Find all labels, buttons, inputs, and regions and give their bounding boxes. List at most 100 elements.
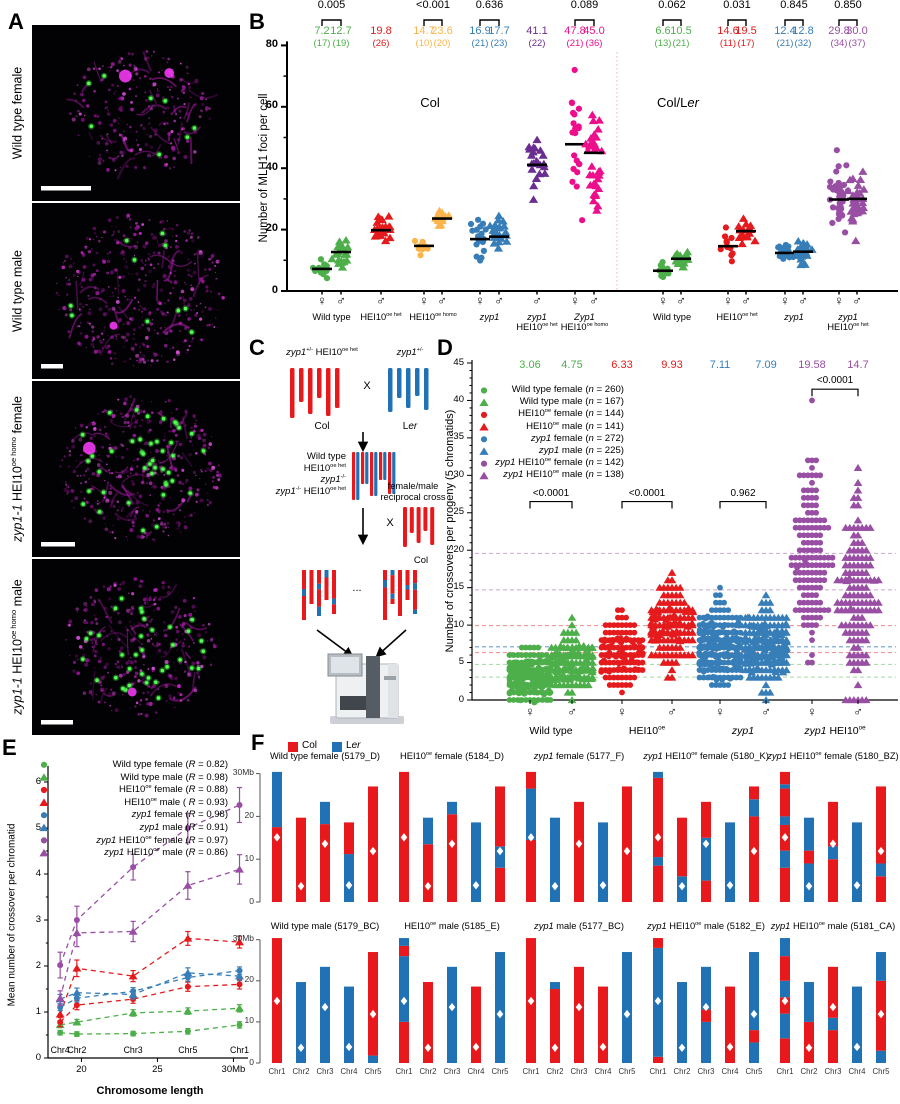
panel-f-plot [256, 742, 886, 1064]
f-chr-label: Chr5 [491, 1067, 509, 1076]
d-sex-symbol: ♂ [761, 704, 771, 719]
f-ytick-label: 20 [244, 809, 254, 820]
b-count: (17) [313, 38, 331, 49]
d-legend-item: zyp1 HEI10oe male (n = 138) [503, 469, 624, 481]
b-sex-symbol: ♀ [419, 293, 429, 308]
d-sex-symbol: ♂ [853, 704, 863, 719]
micrograph-1 [32, 25, 240, 201]
b-count: (32) [794, 38, 812, 49]
d-ytick-label: 35 [453, 431, 464, 443]
d-pvalue: <0.0001 [628, 487, 666, 499]
c-cross-2: X [386, 517, 394, 529]
b-genotype-label: HEI10oe het [516, 321, 558, 332]
d-genotype-label: HEI10oe [628, 724, 666, 737]
b-sex-symbol: ♀ [834, 293, 844, 308]
f-chr-label: Chr2 [292, 1067, 310, 1076]
b-genotype-label: zyp1 [527, 312, 547, 322]
d-mean-value: 7.09 [755, 359, 777, 371]
b-pvalue: 0.845 [780, 0, 808, 11]
c-parent1-ecotype: Col [314, 421, 330, 432]
d-mean-value: 14.7 [847, 359, 869, 371]
b-sex-symbol: ♀ [570, 293, 580, 308]
panel-letter-f: F [251, 730, 265, 755]
b-mean-value: 7.2 [314, 25, 330, 37]
d-ytick-label: 25 [453, 506, 464, 518]
b-ytick-label: 80 [265, 37, 278, 50]
f-chr-label: Chr3 [824, 1067, 842, 1076]
micrograph-label-3: zyp1-1 HEI10oe homo female [9, 396, 25, 542]
f-chart-title: zyp1 female (5177_F) [533, 751, 625, 761]
d-mean-value: 6.33 [611, 359, 633, 371]
d-mean-value: 19.58 [798, 359, 826, 371]
b-pvalue: 0.850 [834, 0, 862, 11]
d-legend-item: zyp1 HEI10oe female (n = 142) [495, 457, 624, 469]
scale-bar [41, 186, 91, 191]
b-mean-value: 23.6 [431, 25, 453, 37]
b-sex-symbol: ♂ [676, 293, 686, 308]
e-chr-label: Chr1 [229, 1045, 250, 1055]
b-mean-value: 12.4 [774, 25, 796, 37]
c-reciprocal-ecotype: Col [413, 555, 429, 566]
f-ytick-label: 10 [244, 852, 254, 863]
f-ytick-label: 30Mb [232, 933, 254, 944]
d-y-axis-title: Number of crossovers per progeny (5 chro… [444, 409, 457, 653]
c-reciprocal-label: reciprocal cross [380, 492, 446, 502]
b-count: (21) [672, 38, 690, 49]
b-genotype-label: HEI10oe homo [409, 311, 457, 322]
e-ytick-label: 1 [35, 1005, 41, 1017]
scale-bar [41, 542, 75, 547]
panel-e-plot [39, 761, 248, 1062]
b-ytick-label: 0 [271, 283, 278, 296]
f-chart-title: zyp1 HEI10oe female (5180_BZ) [767, 750, 899, 761]
e-ytick-label: 4 [35, 867, 41, 879]
b-group-label-col-ler: Col/Ler [657, 95, 699, 110]
d-sex-symbol: ♂ [567, 704, 577, 719]
d-legend-item: zyp1 female (n = 272) [530, 432, 624, 444]
d-ytick-label: 10 [453, 618, 464, 630]
f-chr-label: Chr5 [364, 1067, 382, 1076]
d-pvalue: 0.962 [730, 487, 756, 499]
b-ytick-label: 20 [265, 222, 278, 235]
panel-b-plot [281, 19, 898, 295]
f-legend-col: Col [302, 740, 318, 751]
f-chr-label: Chr1 [522, 1067, 540, 1076]
b-mean-value: 41.1 [526, 25, 548, 37]
micrograph-3 [32, 381, 240, 557]
e-legend-item: zyp1 male (R = 0.91) [139, 822, 228, 833]
b-genotype-label: HEI10oe het [360, 311, 402, 322]
c-cross-1: X [363, 380, 371, 392]
d-mean-value: 9.93 [661, 359, 683, 371]
scale-bar [41, 364, 63, 369]
b-genotype-label: Wild type [652, 312, 692, 322]
b-sex-symbol: ♂ [532, 293, 542, 308]
b-count: (23) [490, 38, 508, 49]
f-ytick-label: 0 [249, 1056, 254, 1067]
f-chart-title: zyp1 HEI10oe male (5181_CA) [770, 920, 896, 931]
b-mean-value: 14.7 [413, 25, 435, 37]
e-ytick-label: 2 [35, 959, 41, 971]
e-chr-label: Chr2 [67, 1045, 87, 1055]
b-mean-value: 29.8 [828, 25, 850, 37]
panel-letter-a: A [8, 9, 24, 34]
b-pvalue: 0.005 [317, 0, 346, 11]
b-count: (21) [776, 38, 794, 49]
d-ytick-label: 5 [458, 656, 464, 668]
micrograph-2 [32, 203, 240, 379]
f-chr-label: Chr1 [268, 1067, 286, 1076]
b-sex-symbol: ♀ [475, 293, 485, 308]
d-legend-item: Wild type female (n = 260) [511, 384, 624, 395]
panel-d-plot [467, 360, 898, 706]
panel-a-micrographs [32, 25, 240, 735]
f-chr-label: Chr4 [848, 1067, 866, 1076]
b-mean-value: 12.7 [330, 25, 352, 37]
e-ytick-label: 5 [35, 821, 41, 833]
c-reciprocal-label: female/male [387, 481, 439, 491]
e-legend-item: Wild type male (R = 0.98) [120, 771, 228, 783]
d-ytick-label: 0 [458, 693, 464, 705]
b-mean-value: 17.7 [488, 25, 510, 37]
b-group-label-col: Col [420, 95, 440, 110]
f-ytick-label: 10 [244, 1015, 254, 1026]
b-genotype-label: zyp1 [838, 312, 858, 322]
b-count: (37) [848, 38, 866, 49]
